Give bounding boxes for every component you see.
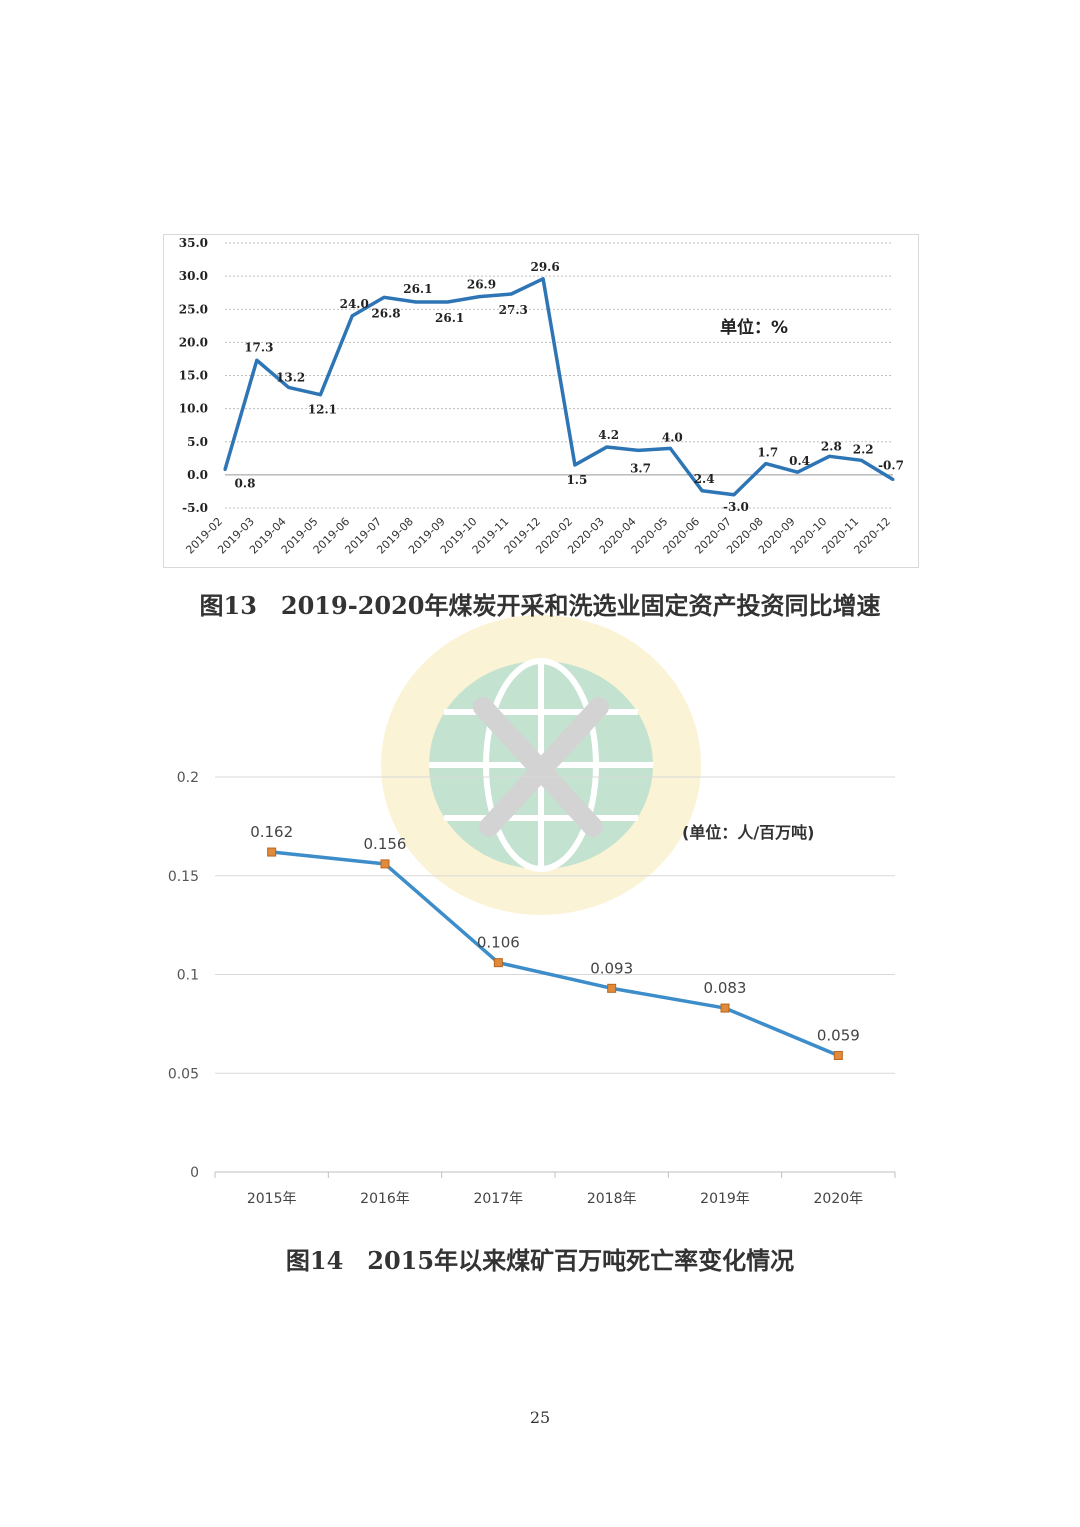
coal-association-watermark-logo bbox=[381, 615, 701, 915]
data-marker bbox=[833, 1050, 843, 1060]
x-tick-label: 2018年 bbox=[587, 1191, 637, 1207]
data-point bbox=[605, 445, 609, 449]
data-marker bbox=[720, 1003, 730, 1013]
y-tick-label: 0.2 bbox=[177, 770, 199, 786]
y-tick-label: 10.0 bbox=[179, 402, 208, 416]
data-point bbox=[573, 463, 577, 467]
y-tick-label: 20.0 bbox=[179, 335, 208, 349]
data-label: 0.059 bbox=[817, 1026, 860, 1044]
data-point bbox=[350, 314, 354, 318]
data-point bbox=[764, 462, 768, 466]
y-tick-label: 0.1 bbox=[177, 968, 199, 984]
data-point bbox=[382, 295, 386, 299]
data-label: 0.083 bbox=[704, 979, 747, 997]
data-point bbox=[541, 277, 545, 281]
chart13-investment-growth: 35.0 30.0 25.0 20.0 15.0 10.0 5.0 0.0 -5.0 0.8 17.… bbox=[179, 236, 904, 557]
data-label: 26.1 bbox=[435, 311, 464, 325]
data-label: 4.0 bbox=[662, 430, 683, 444]
chart14-fatality-rate: 0.2 0.15 0.1 0.05 0 0.162 0.156 0.106 0.093 0.083… bbox=[168, 770, 896, 1207]
data-point bbox=[796, 470, 800, 474]
y-tick-label: 0 bbox=[190, 1165, 199, 1181]
x-tick-label: 2020年 bbox=[814, 1191, 864, 1207]
data-label: 0.8 bbox=[235, 477, 256, 491]
y-tick-label: 5.0 bbox=[187, 435, 208, 449]
data-point bbox=[509, 292, 513, 296]
data-label: 2.8 bbox=[821, 439, 842, 453]
data-point bbox=[318, 393, 322, 397]
data-label: 0.106 bbox=[477, 934, 520, 952]
data-point bbox=[859, 458, 863, 462]
data-label: 0.156 bbox=[364, 835, 407, 853]
data-marker bbox=[607, 983, 617, 993]
data-marker bbox=[267, 847, 277, 857]
data-point bbox=[414, 300, 418, 304]
data-label: 17.3 bbox=[244, 340, 273, 354]
x-tick-label: 2019年 bbox=[700, 1191, 750, 1207]
data-label: -0.7 bbox=[878, 459, 904, 473]
unit-label: (单位：人/百万吨) bbox=[682, 823, 814, 842]
data-label: 24.0 bbox=[340, 297, 369, 311]
page-number: 25 bbox=[529, 1408, 551, 1427]
x-tick-label: 2015年 bbox=[247, 1191, 297, 1207]
data-point bbox=[668, 446, 672, 450]
x-tick-label: 2016年 bbox=[360, 1191, 410, 1207]
data-label: 2.2 bbox=[853, 442, 874, 456]
data-marker bbox=[380, 859, 390, 869]
data-label: 27.3 bbox=[499, 303, 528, 317]
unit-label: 单位：% bbox=[720, 317, 788, 338]
chart13-frame bbox=[163, 234, 919, 568]
data-label: 1.5 bbox=[566, 473, 587, 487]
data-point bbox=[827, 454, 831, 458]
data-point bbox=[287, 385, 291, 389]
data-point bbox=[700, 489, 704, 493]
data-label: 12.1 bbox=[308, 403, 337, 417]
data-label: 4.2 bbox=[598, 428, 619, 442]
data-point bbox=[732, 493, 736, 497]
data-label: 26.1 bbox=[403, 282, 432, 296]
series-line bbox=[271, 850, 840, 1058]
data-point bbox=[446, 300, 450, 304]
data-label: 13.2 bbox=[276, 370, 305, 384]
data-point bbox=[637, 448, 641, 452]
x-tick-label: 2017年 bbox=[474, 1191, 524, 1207]
figure13-caption: 图13 2019-2020年煤炭开采和洗选业固定资产投资同比增速 bbox=[199, 591, 881, 620]
data-label: 2.4 bbox=[694, 472, 715, 486]
y-tick-label: 30.0 bbox=[179, 269, 208, 283]
series-line bbox=[223, 277, 894, 497]
y-tick-label: -5.0 bbox=[182, 501, 208, 515]
y-tick-label: 0.15 bbox=[168, 869, 199, 885]
figure14-caption: 图14 2015年以来煤矿百万吨死亡率变化情况 bbox=[285, 1246, 795, 1275]
data-label: 0.162 bbox=[250, 823, 293, 841]
data-point bbox=[255, 358, 259, 362]
y-tick-label: 25.0 bbox=[179, 302, 208, 316]
data-label: 26.8 bbox=[371, 306, 400, 320]
data-label: -3.0 bbox=[723, 500, 749, 514]
data-label: 26.9 bbox=[467, 278, 496, 292]
data-point bbox=[477, 295, 481, 299]
data-label: 29.6 bbox=[530, 260, 559, 274]
y-tick-label: 15.0 bbox=[179, 369, 208, 383]
y-tick-label: 0.0 bbox=[187, 468, 208, 482]
data-point bbox=[223, 468, 227, 472]
data-label: 0.4 bbox=[789, 454, 810, 468]
data-label: 3.7 bbox=[630, 461, 651, 475]
data-marker bbox=[493, 958, 503, 968]
y-tick-label: 35.0 bbox=[179, 236, 208, 250]
data-point bbox=[891, 478, 895, 482]
data-label: 1.7 bbox=[757, 446, 778, 460]
y-tick-label: 0.05 bbox=[168, 1066, 199, 1082]
data-label: 0.093 bbox=[590, 959, 633, 977]
